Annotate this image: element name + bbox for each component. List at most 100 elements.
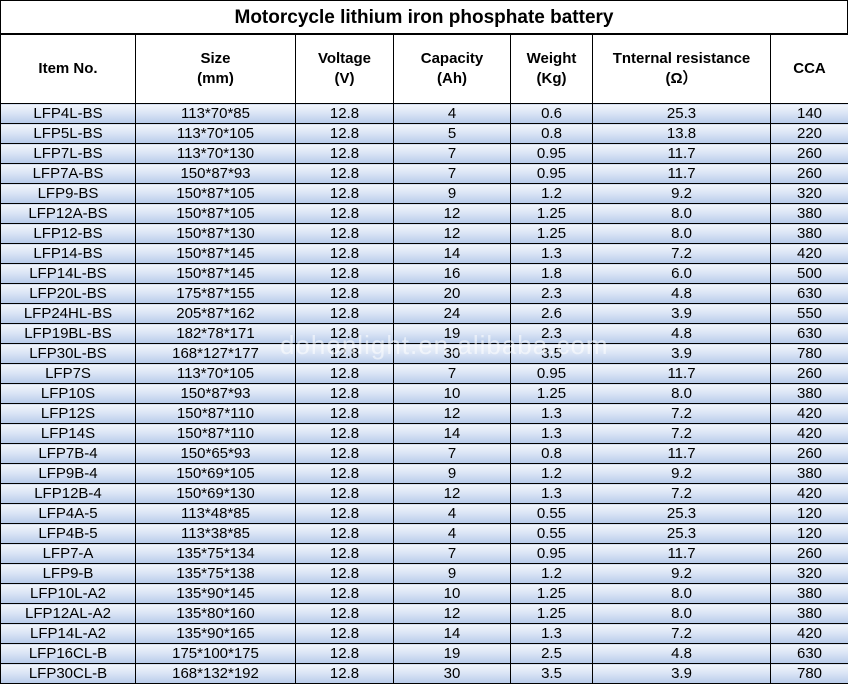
table-cell: 380: [770, 203, 848, 224]
table-cell: 150*87*105: [135, 203, 296, 224]
table-row: LFP14L-A2 135*90*165 12.8 14 1.3 7.2 420: [0, 623, 848, 644]
table-cell: 4.8: [592, 283, 771, 304]
table-cell: 1.3: [510, 483, 593, 504]
table-cell: 3.5: [510, 663, 593, 684]
table-cell: LFP20L-BS: [0, 283, 136, 304]
table-cell: LFP24HL-BS: [0, 303, 136, 324]
table-cell: 3.9: [592, 343, 771, 364]
table-cell: 12.8: [295, 503, 394, 524]
table-cell: 780: [770, 343, 848, 364]
table-row: LFP7B-4 150*65*93 12.8 7 0.8 11.7 260: [0, 443, 848, 464]
table-cell: 120: [770, 503, 848, 524]
table-cell: 2.3: [510, 283, 593, 304]
table-cell: LFP14-BS: [0, 243, 136, 264]
table-cell: 7: [393, 543, 511, 564]
table-cell: 9.2: [592, 463, 771, 484]
table-cell: 380: [770, 383, 848, 404]
table-body: LFP4L-BS 113*70*85 12.8 4 0.6 25.3 140 LFP5L-BS…: [0, 103, 848, 684]
table-cell: 12.8: [295, 603, 394, 624]
table-cell: 1.8: [510, 263, 593, 284]
table-cell: LFP7B-4: [0, 443, 136, 464]
table-cell: 12: [393, 403, 511, 424]
table-cell: 12.8: [295, 103, 394, 124]
table-cell: 420: [770, 483, 848, 504]
table-cell: 0.95: [510, 543, 593, 564]
table-row: LFP30CL-B 168*132*192 12.8 30 3.5 3.9 780: [0, 663, 848, 684]
table-cell: LFP12A-BS: [0, 203, 136, 224]
table-cell: 12.8: [295, 623, 394, 644]
table-cell: 168*132*192: [135, 663, 296, 684]
table-cell: 120: [770, 523, 848, 544]
table-row: LFP4A-5 113*48*85 12.8 4 0.55 25.3 120: [0, 503, 848, 524]
table-cell: 1.3: [510, 623, 593, 644]
table-cell: 4: [393, 103, 511, 124]
table-cell: 30: [393, 343, 511, 364]
table-cell: 220: [770, 123, 848, 144]
table-cell: 182*78*171: [135, 323, 296, 344]
table-cell: 1.2: [510, 183, 593, 204]
table-cell: 2.6: [510, 303, 593, 324]
table-row: LFP16CL-B 175*100*175 12.8 19 2.5 4.8 630: [0, 643, 848, 664]
table-cell: 12.8: [295, 163, 394, 184]
table-cell: 10: [393, 583, 511, 604]
table-cell: 4.8: [592, 323, 771, 344]
table-cell: 12.8: [295, 583, 394, 604]
table-cell: 260: [770, 163, 848, 184]
table-row: LFP12B-4 150*69*130 12.8 12 1.3 7.2 420: [0, 483, 848, 504]
table-cell: 150*65*93: [135, 443, 296, 464]
table-cell: 19: [393, 643, 511, 664]
table-cell: 6.0: [592, 263, 771, 284]
table-cell: LFP12B-4: [0, 483, 136, 504]
table-cell: 175*100*175: [135, 643, 296, 664]
table-row: LFP20L-BS 175*87*155 12.8 20 2.3 4.8 630: [0, 283, 848, 304]
table-cell: 1.2: [510, 563, 593, 584]
table-cell: 630: [770, 643, 848, 664]
table-title: Motorcycle lithium iron phosphate batter…: [0, 0, 848, 34]
table-cell: 4: [393, 523, 511, 544]
table-cell: 420: [770, 423, 848, 444]
table-cell: LFP7L-BS: [0, 143, 136, 164]
table-cell: 135*75*134: [135, 543, 296, 564]
table-cell: 0.95: [510, 163, 593, 184]
table-cell: 4: [393, 503, 511, 524]
column-header: Voltage (V): [295, 34, 394, 104]
table-cell: 150*87*93: [135, 383, 296, 404]
table-cell: 113*70*105: [135, 363, 296, 384]
table-cell: 25.3: [592, 523, 771, 544]
table-row: LFP7S 113*70*105 12.8 7 0.95 11.7 260: [0, 363, 848, 384]
table-cell: 12.8: [295, 263, 394, 284]
table-row: LFP7-A 135*75*134 12.8 7 0.95 11.7 260: [0, 543, 848, 564]
table-cell: 12.8: [295, 183, 394, 204]
table-cell: 260: [770, 543, 848, 564]
table-cell: LFP9-BS: [0, 183, 136, 204]
table-cell: 260: [770, 363, 848, 384]
table-cell: LFP7A-BS: [0, 163, 136, 184]
table-row: LFP10S 150*87*93 12.8 10 1.25 8.0 380: [0, 383, 848, 404]
table-cell: 150*87*110: [135, 423, 296, 444]
table-cell: 7.2: [592, 403, 771, 424]
table-cell: 8.0: [592, 223, 771, 244]
table-cell: 0.8: [510, 443, 593, 464]
table-cell: 1.3: [510, 403, 593, 424]
table-cell: 113*38*85: [135, 523, 296, 544]
table-cell: LFP10S: [0, 383, 136, 404]
table-cell: 19: [393, 323, 511, 344]
table-cell: 12.8: [295, 143, 394, 164]
table-cell: 9: [393, 463, 511, 484]
table-cell: 11.7: [592, 543, 771, 564]
table-row: LFP5L-BS 113*70*105 12.8 5 0.8 13.8 220: [0, 123, 848, 144]
table-cell: 150*69*105: [135, 463, 296, 484]
table-cell: 4.8: [592, 643, 771, 664]
table-cell: 1.25: [510, 583, 593, 604]
column-header: Weight (Kg): [510, 34, 593, 104]
table-cell: 12.8: [295, 243, 394, 264]
table-cell: 11.7: [592, 143, 771, 164]
table-cell: 7: [393, 363, 511, 384]
table-row: LFP24HL-BS 205*87*162 12.8 24 2.6 3.9 550: [0, 303, 848, 324]
table-cell: 3.9: [592, 663, 771, 684]
table-cell: 150*87*130: [135, 223, 296, 244]
table-cell: 8.0: [592, 203, 771, 224]
table-cell: 205*87*162: [135, 303, 296, 324]
table-cell: 12.8: [295, 663, 394, 684]
